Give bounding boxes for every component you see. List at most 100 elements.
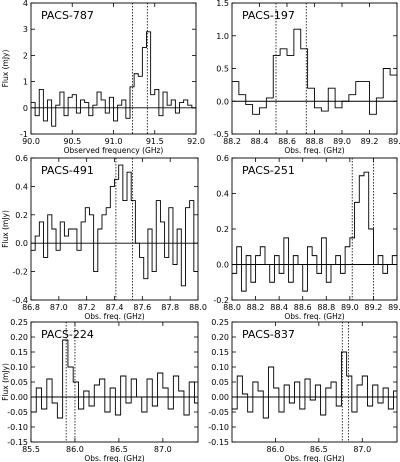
x-tick-label: 87.0 xyxy=(154,445,172,454)
x-tick-label: 87.6 xyxy=(133,303,151,312)
x-axis-label: Obs. freq. (GHz) xyxy=(84,454,144,462)
x-tick-label: 92.0 xyxy=(187,137,205,146)
y-tick-label: 0.10 xyxy=(211,363,229,372)
spectrum-series xyxy=(232,171,397,292)
panel-title: PACS-224 xyxy=(41,328,94,341)
y-tick-label: -0.5 xyxy=(213,130,229,139)
x-tick-label: 88.0 xyxy=(223,303,241,312)
y-tick-label: 0.0 xyxy=(216,261,229,270)
y-tick-label: 0.2 xyxy=(15,211,28,220)
x-axis-label: Obs. freq. (GHz) xyxy=(84,312,144,321)
x-axis-label: Obs. freq. (GHz) xyxy=(284,312,344,321)
y-tick-label: 4 xyxy=(23,0,28,8)
y-tick-label: 0.05 xyxy=(10,378,28,387)
y-tick-label: 0.5 xyxy=(216,65,229,74)
x-tick-label: 89.2 xyxy=(365,303,383,312)
y-tick-label: 0.0 xyxy=(15,239,28,248)
x-tick-label: 86.0 xyxy=(66,445,84,454)
y-tick-label: 3 xyxy=(23,25,28,34)
y-tick-label: 0.00 xyxy=(211,393,229,402)
y-tick-label: 0.15 xyxy=(10,348,28,357)
spectrum-series xyxy=(31,31,196,127)
y-tick-label: 1.5 xyxy=(216,0,229,8)
panel-title: PACS-787 xyxy=(41,9,94,22)
x-axis-label: Obs. freq. (GHz) xyxy=(284,454,344,462)
y-tick-label: 0.20 xyxy=(211,333,229,342)
y-axis-label: Flux (mJy) xyxy=(1,363,10,401)
y-tick-label: 2 xyxy=(23,51,28,60)
y-tick-label: 0.0 xyxy=(216,97,229,106)
x-tick-label: 87.0 xyxy=(353,445,371,454)
x-tick-label: 89.0 xyxy=(333,137,351,146)
y-tick-label: 0.15 xyxy=(211,348,229,357)
y-tick-label: -1 xyxy=(20,130,28,139)
x-tick-label: 87.4 xyxy=(106,303,124,312)
y-tick-label: -0.10 xyxy=(7,423,28,432)
panel-title: PACS-491 xyxy=(41,164,94,177)
x-tick-label: 91.5 xyxy=(146,137,164,146)
y-axis-label: Flux (mJy) xyxy=(1,50,10,88)
x-tick-label: 88.2 xyxy=(247,303,265,312)
panel-1: 88.2 88.4 88.6 88.8 89.0 89.2 89.4 -0.5 0.0 0.5 1.… xyxy=(213,0,400,155)
x-tick-label: 88.6 xyxy=(294,303,312,312)
y-tick-label: 0.05 xyxy=(211,378,229,387)
x-tick-label: 88.4 xyxy=(251,137,269,146)
x-tick-label: 88.4 xyxy=(270,303,288,312)
panel-2: 86.8 87.0 87.2 87.4 87.6 87.8 88.0 -0.4 -0.2 0.0 0… xyxy=(1,154,207,321)
x-tick-label: 88.0 xyxy=(189,303,207,312)
y-axis-label: Flux (mJy) xyxy=(1,210,10,248)
panel-title: PACS-197 xyxy=(242,9,295,22)
spectrum-series xyxy=(31,164,198,287)
x-tick-label: 87.0 xyxy=(50,303,68,312)
x-tick-label: 88.6 xyxy=(278,137,296,146)
x-tick-label: 88.8 xyxy=(306,137,324,146)
x-tick-label: 85.5 xyxy=(22,445,40,454)
x-axis-label: Observed frequency (GHz) xyxy=(64,146,164,155)
y-tick-label: -0.15 xyxy=(208,438,229,447)
y-tick-label: -0.05 xyxy=(7,408,28,417)
x-tick-label: 86.5 xyxy=(310,445,328,454)
x-tick-label: 89.0 xyxy=(341,303,359,312)
panel-title: PACS-251 xyxy=(242,164,295,177)
x-tick-label: 87.2 xyxy=(78,303,96,312)
y-tick-label: 0.10 xyxy=(10,363,28,372)
x-tick-label: 88.8 xyxy=(317,303,335,312)
spectrum-series xyxy=(232,351,397,419)
x-tick-label: 86.0 xyxy=(267,445,285,454)
y-tick-label: 0.4 xyxy=(15,182,28,191)
panel-title: PACS-837 xyxy=(242,328,295,341)
panel-5: 86.0 86.5 87.0 -0.15 -0.10 -0.05 0.00 0.05 0.10 0… xyxy=(208,318,398,462)
y-tick-label: -0.15 xyxy=(7,438,28,447)
y-tick-label: -0.2 xyxy=(12,268,28,277)
panel-3: 88.0 88.2 88.4 88.6 88.8 89.0 89.2 89.4 -0.2 0.0 0… xyxy=(213,154,400,321)
y-tick-label: -0.4 xyxy=(12,296,28,305)
y-tick-label: 0.4 xyxy=(216,190,229,199)
y-tick-label: 0.6 xyxy=(15,154,28,163)
y-tick-label: -0.05 xyxy=(208,408,229,417)
y-tick-label: -0.10 xyxy=(208,423,229,432)
y-tick-label: 1 xyxy=(23,78,28,87)
y-tick-label: 0 xyxy=(23,104,28,113)
spectrum-series xyxy=(31,339,198,419)
y-tick-label: -0.2 xyxy=(213,296,229,305)
y-tick-label: 0.20 xyxy=(10,333,28,342)
x-tick-label: 86.5 xyxy=(110,445,128,454)
x-tick-label: 90.0 xyxy=(22,137,40,146)
y-tick-label: 0.00 xyxy=(10,393,28,402)
y-tick-label: 1.0 xyxy=(216,32,229,41)
x-tick-label: 90.5 xyxy=(63,137,81,146)
x-tick-label: 86.8 xyxy=(22,303,40,312)
panel-0: 90.0 90.5 91.0 91.5 92.0 -1 0 1 2 3 4 PACS-787 Obser… xyxy=(1,0,205,155)
panel-4: 85.5 86.0 86.5 87.0 -0.15 -0.10 -0.05 0.00 0.05 0… xyxy=(1,318,199,462)
y-tick-label: 0.2 xyxy=(216,225,229,234)
y-tick-label: 0.6 xyxy=(216,154,229,163)
x-tick-label: 91.0 xyxy=(105,137,123,146)
x-axis-label: Obs. freq. (GHz) xyxy=(284,146,344,155)
x-tick-label: 89.4 xyxy=(388,303,400,312)
x-tick-label: 89.4 xyxy=(388,137,400,146)
spectrum-series xyxy=(232,28,397,115)
x-tick-label: 89.2 xyxy=(361,137,379,146)
y-tick-label: 0.25 xyxy=(211,318,229,327)
